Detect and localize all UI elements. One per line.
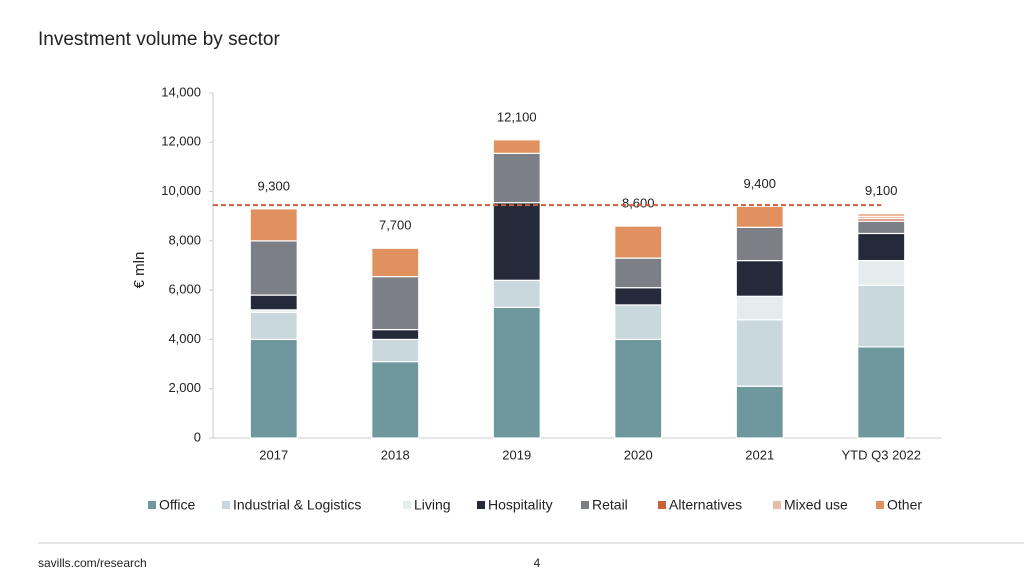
y-tick-label: 12,000 <box>161 134 201 149</box>
total-label: 9,100 <box>865 183 898 198</box>
total-label: 9,400 <box>743 176 776 191</box>
bar-segment <box>735 226 784 262</box>
x-tick-label: 2020 <box>624 447 653 462</box>
bar-segment <box>857 346 906 439</box>
legend-label: Industrial & Logistics <box>233 497 361 513</box>
x-tick-label: 2017 <box>259 447 288 462</box>
legend-swatch <box>581 501 589 509</box>
bar-segment <box>735 205 784 228</box>
bar-segment <box>857 259 906 286</box>
bar-segment <box>492 202 541 281</box>
legend-label: Office <box>159 497 196 513</box>
bar-segment <box>249 240 298 296</box>
bar-segment <box>735 259 784 297</box>
bar-segment <box>371 338 420 363</box>
legend-label: Retail <box>592 497 628 513</box>
legend-swatch <box>773 501 781 509</box>
bar-segment <box>249 311 298 341</box>
bar-segment <box>857 284 906 348</box>
total-label: 9,300 <box>257 178 290 193</box>
y-axis-label: € mln <box>131 252 148 289</box>
y-tick-label: 8,000 <box>168 232 201 247</box>
chart-title: Investment volume by sector <box>38 29 280 50</box>
legend-swatch <box>403 501 411 509</box>
bar-segment <box>614 257 663 289</box>
bar-segment <box>857 213 906 217</box>
bar-segment <box>492 152 541 204</box>
x-tick-label: 2019 <box>502 447 531 462</box>
bar-segment <box>857 232 906 262</box>
bar-segment <box>249 294 298 311</box>
x-tick-label: YTD Q3 2022 <box>842 447 922 462</box>
bar-segment <box>614 304 663 341</box>
y-tick-label: 6,000 <box>168 282 201 297</box>
y-tick-label: 14,000 <box>161 84 201 99</box>
legend-swatch <box>222 501 230 509</box>
bar-segment <box>614 225 663 259</box>
bar-segment <box>614 338 663 439</box>
bar-segment <box>371 247 420 278</box>
legend-label: Mixed use <box>784 497 848 513</box>
page-number: 4 <box>534 556 541 570</box>
legend-swatch <box>148 501 156 509</box>
legend-label: Other <box>887 497 922 513</box>
legend-swatch <box>477 501 485 509</box>
bar-segment <box>735 295 784 321</box>
total-label: 7,700 <box>379 218 412 233</box>
x-tick-label: 2018 <box>381 447 410 462</box>
bar-segment <box>371 328 420 341</box>
bar-segment <box>492 306 541 439</box>
bar-segment <box>249 208 298 242</box>
y-tick-label: 10,000 <box>161 183 201 198</box>
bar-segment <box>492 279 541 308</box>
bar-segment <box>371 275 420 331</box>
bar-segment <box>735 385 784 439</box>
bar-segment <box>614 287 663 306</box>
y-tick-label: 4,000 <box>168 331 201 346</box>
bar-segment <box>857 220 906 235</box>
bar-segment <box>371 361 420 439</box>
total-label: 8,600 <box>622 196 655 211</box>
legend-swatch <box>658 501 666 509</box>
bar-segment <box>492 139 541 154</box>
footer-source: savills.com/research <box>38 556 147 570</box>
legend-label: Living <box>414 497 451 513</box>
bar-segment <box>249 338 298 439</box>
y-tick-label: 0 <box>194 429 201 444</box>
x-tick-label: 2021 <box>745 447 774 462</box>
bar-segment <box>735 319 784 387</box>
legend-label: Hospitality <box>488 497 553 513</box>
legend-swatch <box>876 501 884 509</box>
total-label: 12,100 <box>497 109 537 124</box>
legend-label: Alternatives <box>669 497 742 513</box>
y-tick-label: 2,000 <box>168 380 201 395</box>
